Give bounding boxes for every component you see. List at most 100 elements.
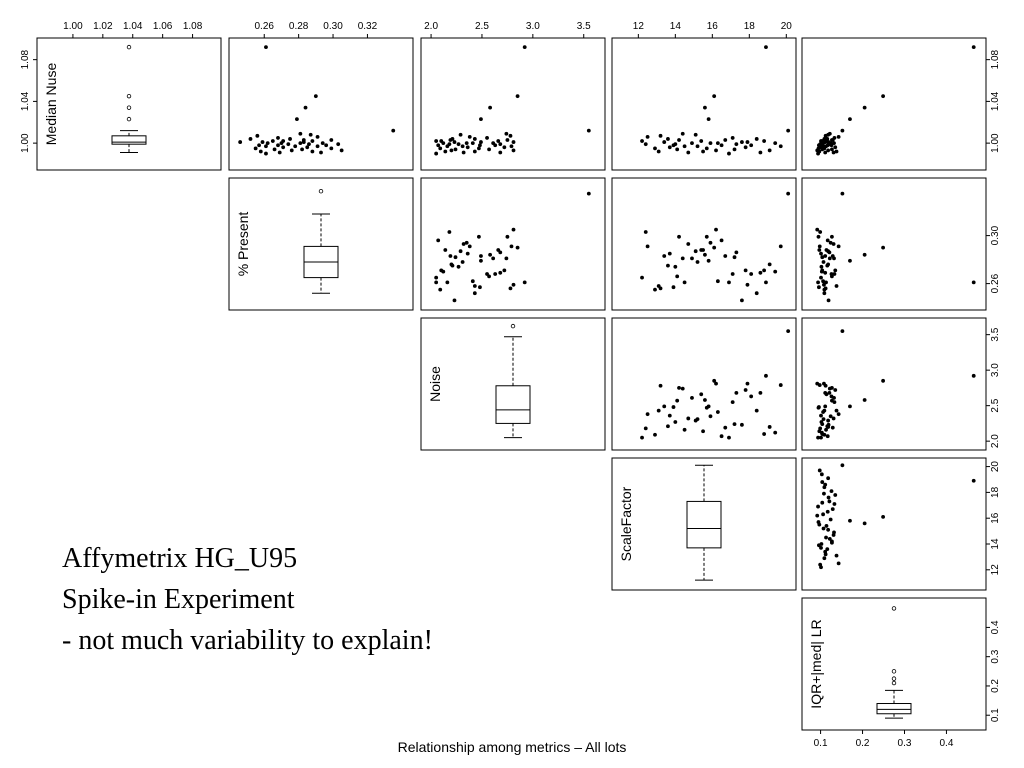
data-point [686,150,691,155]
data-point [830,274,834,279]
data-point [448,138,453,142]
data-point [743,145,748,150]
data-point [734,390,739,395]
data-point [472,137,477,141]
data-point [834,553,839,558]
data-point [248,137,253,141]
data-point [730,136,735,140]
data-point [818,230,823,234]
data-point [511,227,516,232]
data-point [830,234,834,239]
data-point [820,500,825,505]
data-point [675,274,680,279]
data-point [666,263,670,268]
data-point [971,373,976,378]
data-point [255,133,260,138]
data-point [862,521,867,526]
data-point [764,45,768,50]
data-point [815,513,820,518]
data-point [264,151,268,156]
data-point [754,137,759,141]
scatter-panel-frame [801,317,987,451]
data-point [823,549,828,554]
data-point [498,150,503,155]
data-point [690,256,694,261]
data-point [315,144,320,149]
data-point [754,408,759,413]
data-point [833,388,838,392]
data-point [339,148,344,153]
data-point [682,427,687,432]
data-point [834,149,839,154]
data-point [825,434,830,439]
data-point [831,533,836,537]
data-point [515,245,520,250]
data-point [643,426,648,431]
data-point [816,435,820,440]
data-point [817,244,822,249]
variable-label: Median Nuse [43,63,59,146]
data-point [310,139,315,143]
data-point [449,148,454,153]
data-point [453,147,458,152]
top-axis-tick-label: 2.0 [424,21,438,32]
data-point [862,252,867,257]
data-point [279,141,284,146]
data-point [786,329,791,334]
data-point [640,435,644,440]
data-point [823,270,828,275]
boxplot [111,44,147,154]
data-point [862,398,867,402]
data-point [472,284,477,288]
data-point [832,256,836,261]
data-point [819,413,823,418]
boxplot-outlier [891,606,897,611]
data-point [822,432,827,437]
data-point [504,256,509,261]
data-point [786,191,791,196]
data-point [438,287,443,292]
data-point [511,282,516,287]
right-axis-tick-label: 0.26 [990,273,1001,293]
data-point [667,413,672,418]
data-point [470,141,475,146]
data-point [824,248,829,252]
data-point [727,151,731,156]
data-point [881,94,885,99]
data-point [714,381,718,386]
data-point [662,404,667,409]
data-point [667,251,672,256]
top-axis-tick-label: 3.0 [526,21,540,32]
data-point [253,146,258,151]
data-point [734,142,739,147]
data-point [833,145,838,150]
data-point [818,562,823,567]
boxplot-box [111,135,147,145]
data-point [822,287,827,292]
scatter-panel-frame [801,177,987,311]
data-point [478,143,482,148]
data-point [662,254,667,258]
diagonal-panel-frame [801,597,987,731]
data-point [730,272,735,276]
bottom-axis-tick-label: 0.4 [939,738,953,749]
data-point [832,502,837,506]
data-point [881,245,885,250]
data-point [829,394,834,399]
data-point [712,245,717,250]
data-point [767,148,772,153]
data-point [815,227,820,232]
data-point [686,242,691,246]
data-point [303,105,308,110]
data-point [823,482,828,487]
data-point [505,138,510,142]
data-point [658,383,663,388]
data-point [479,254,483,258]
scatter-panel-frame [420,177,606,311]
data-point [826,476,831,481]
data-point [706,258,711,263]
data-point [819,275,823,280]
data-point [336,142,341,147]
top-axis-tick-label: 1.00 [63,21,83,32]
data-point [470,279,475,284]
